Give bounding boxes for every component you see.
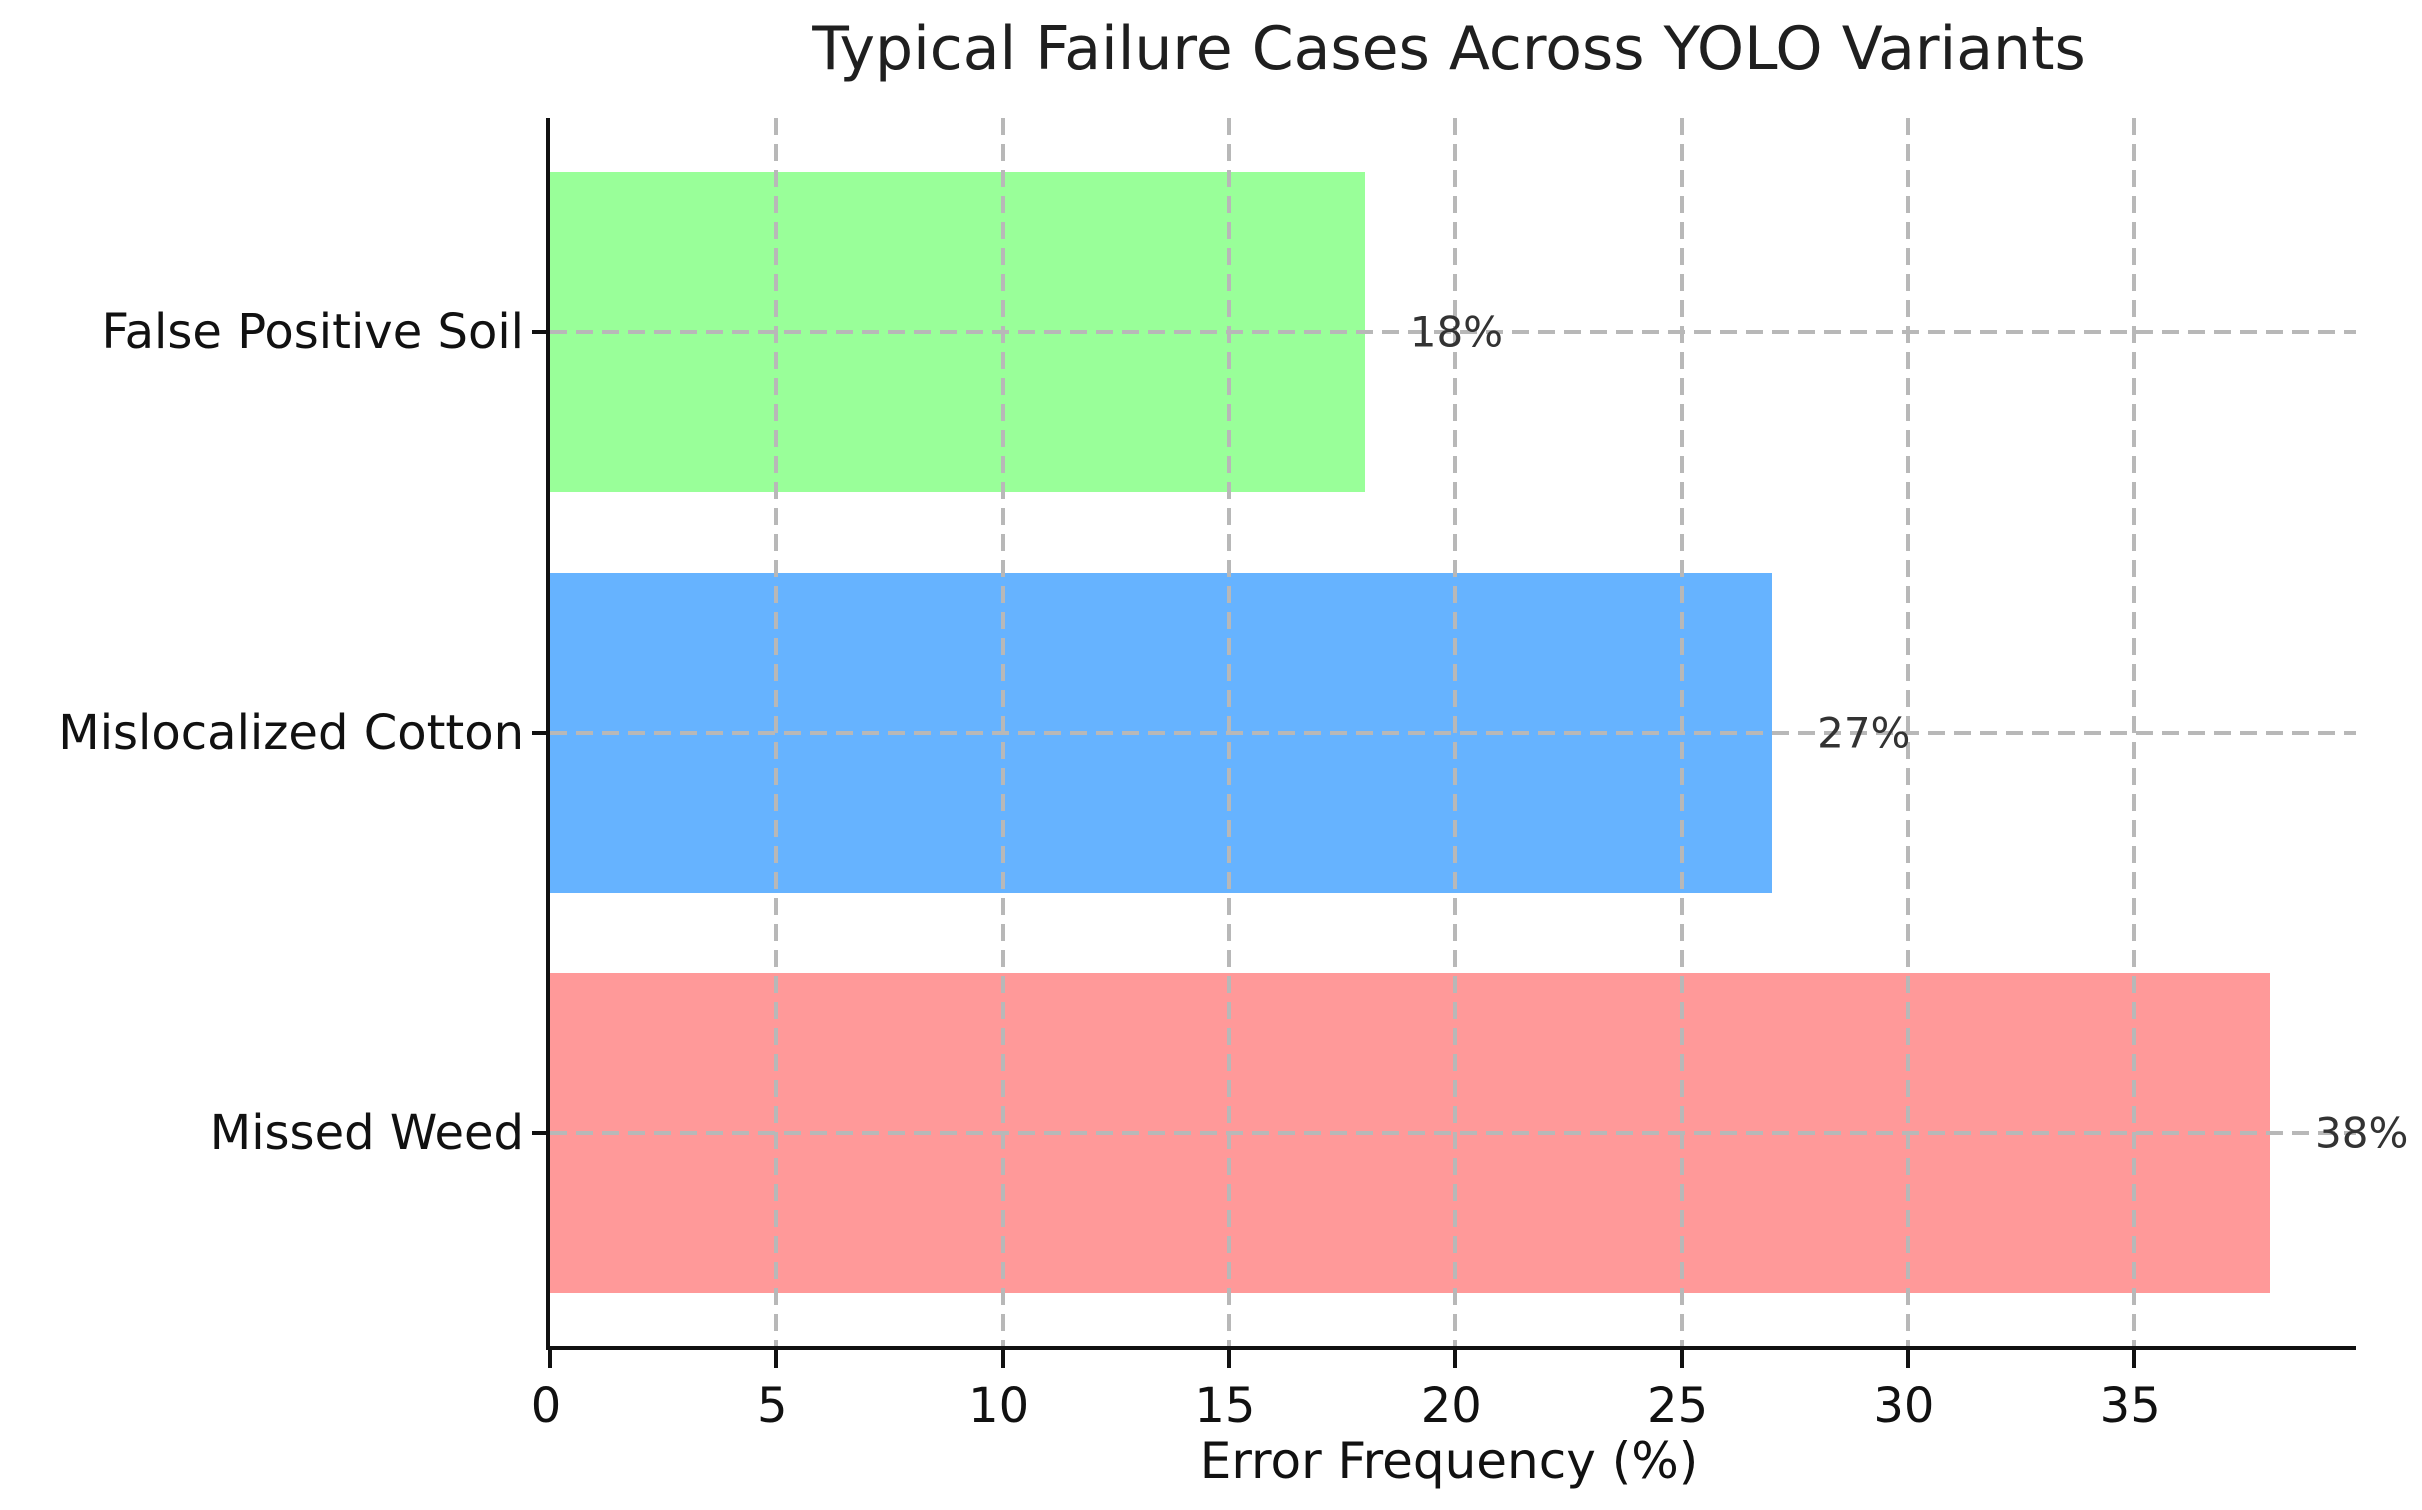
gridline-y-1: [550, 730, 2356, 735]
y-tick-mark-0: [532, 330, 550, 335]
x-tick-label-5: 5: [757, 1378, 788, 1434]
chart-title: Typical Failure Cases Across YOLO Varian…: [812, 14, 2086, 84]
x-tick-mark-5: [774, 1350, 779, 1368]
x-tick-label-20: 20: [1420, 1378, 1482, 1434]
category-label-missed-weed: Missed Weed: [209, 1104, 524, 1161]
y-tick-mark-2: [532, 1130, 550, 1135]
x-tick-label-25: 25: [1647, 1378, 1709, 1434]
x-tick-mark-25: [1679, 1350, 1684, 1368]
value-label-0: 18%: [1409, 307, 1504, 357]
x-tick-mark-15: [1226, 1350, 1231, 1368]
gridline-y-0: [550, 330, 2356, 335]
x-tick-label-0: 0: [530, 1378, 562, 1434]
x-axis-label: Error Frequency (%): [1199, 1432, 1699, 1490]
x-tick-mark-20: [1453, 1350, 1458, 1368]
x-tick-mark-10: [1000, 1350, 1005, 1368]
gridline-y-2: [550, 1130, 2356, 1135]
x-tick-label-15: 15: [1194, 1378, 1256, 1434]
category-label-mislocalized-cotton: Mislocalized Cotton: [58, 704, 524, 761]
x-tick-mark-30: [1905, 1350, 1910, 1368]
x-tick-mark-0: [548, 1350, 552, 1368]
y-tick-mark-1: [532, 730, 550, 735]
x-tick-label-30: 30: [1873, 1378, 1935, 1434]
x-tick-label-10: 10: [968, 1378, 1030, 1434]
plot-area: 18% 27% 38%: [532, 118, 2408, 1368]
x-tick-mark-35: [2132, 1350, 2137, 1368]
value-label-2: 38%: [2315, 1108, 2409, 1158]
value-label-1: 27%: [1817, 708, 1911, 758]
category-label-false-positive-soil: False Positive Soil: [101, 304, 524, 361]
x-tick-label-35: 35: [2099, 1378, 2161, 1434]
